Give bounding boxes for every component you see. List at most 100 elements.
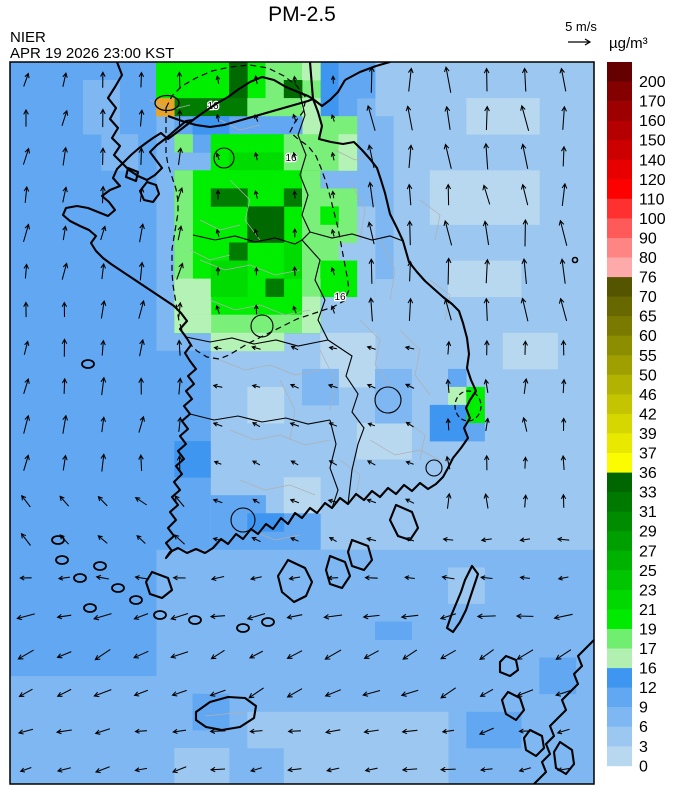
wind-arrow <box>405 537 415 542</box>
wind-arrow <box>484 417 490 431</box>
colorbar-segment <box>607 687 632 708</box>
field-cell <box>466 423 485 442</box>
island <box>571 256 579 264</box>
wind-arrow <box>366 345 376 351</box>
wind-arrow <box>95 574 109 581</box>
wind-arrow <box>330 113 336 122</box>
wind-arrow <box>100 71 106 88</box>
wind-arrow <box>209 728 226 734</box>
colorbar-segment <box>607 413 632 434</box>
wind-arrow <box>484 339 490 356</box>
wind-arrow <box>362 689 381 697</box>
colorbar-segment <box>607 277 632 297</box>
wind-arrow <box>100 185 106 204</box>
wind-arrow <box>407 260 414 282</box>
coastline <box>106 62 194 182</box>
wind-arrow <box>362 613 380 620</box>
wind-arrow <box>522 377 529 394</box>
county-border-line <box>404 419 426 461</box>
colorbar-tick-label: 90 <box>639 231 657 248</box>
wind-arrow <box>139 338 145 357</box>
wind-arrow <box>100 147 106 165</box>
wind-arrow <box>61 262 69 280</box>
wind-arrow <box>407 144 414 168</box>
wind-arrow <box>519 537 531 543</box>
wind-arrow <box>176 109 183 127</box>
pm-field <box>10 62 594 784</box>
wind-arrow <box>136 534 146 544</box>
wind-arrow <box>407 67 414 92</box>
wind-arrow <box>254 113 259 122</box>
wind-arrow <box>100 376 107 396</box>
wind-arrow <box>445 378 451 393</box>
wind-arrow <box>476 613 496 620</box>
wind-arrow <box>402 649 418 660</box>
wind-arrow <box>330 190 336 199</box>
wind-arrow <box>560 145 567 167</box>
wind-arrow <box>253 189 259 199</box>
wind-arrow <box>366 460 376 466</box>
wind-arrow <box>138 377 144 395</box>
wind-arrow <box>288 575 301 581</box>
wind-arrow <box>442 537 454 542</box>
wind-arrow <box>521 257 528 284</box>
field-cell <box>192 693 230 731</box>
colorbar-tick-label: 29 <box>639 524 657 541</box>
field-cell <box>229 242 248 261</box>
wind-arrow <box>210 649 225 660</box>
field-cell <box>229 62 248 99</box>
province-border-line <box>329 419 339 509</box>
wind-arrow <box>287 728 301 734</box>
field-cell <box>101 134 139 171</box>
wind-arrow <box>558 219 568 246</box>
wind-arrow <box>212 383 223 389</box>
wind-arrow <box>364 767 378 773</box>
wind-arrow <box>483 142 490 170</box>
county-border-line <box>429 279 451 321</box>
wind-arrow <box>520 183 529 206</box>
wind-scale-label: 5 m/s <box>565 19 597 34</box>
colorbar-segment <box>607 453 632 473</box>
wind-arrow <box>170 651 189 659</box>
city-border <box>213 147 235 169</box>
province-border-line <box>185 336 329 347</box>
wind-arrow <box>363 650 379 659</box>
colorbar-segment <box>607 198 632 219</box>
colorbar-segment <box>607 374 632 395</box>
wind-arrow <box>439 766 456 773</box>
wind-arrow <box>289 383 299 389</box>
wind-arrow <box>323 614 343 620</box>
wind-arrow <box>215 152 221 160</box>
unit-label: µg/m³ <box>609 35 648 52</box>
colorbar-segment <box>607 218 632 239</box>
colorbar-segment <box>607 140 632 161</box>
wind-arrow <box>246 613 266 621</box>
wind-arrow <box>138 109 145 127</box>
wind-scale-arrow <box>568 38 592 46</box>
field-cell <box>247 386 285 424</box>
wind-arrow <box>366 536 377 542</box>
field-cell <box>356 423 412 460</box>
wind-arrow <box>292 151 297 161</box>
wind-arrow <box>177 301 183 317</box>
island <box>93 561 107 571</box>
wind-arrow <box>133 613 149 620</box>
city-border <box>230 507 256 533</box>
wind-arrow <box>56 613 72 620</box>
wind-arrow <box>330 305 336 314</box>
wind-arrow <box>440 649 456 660</box>
colorbar-tick-label: 50 <box>639 367 657 384</box>
city-border <box>250 314 274 338</box>
wind-arrow <box>290 460 299 466</box>
wind-arrow <box>139 223 145 243</box>
wind-arrow <box>173 534 185 545</box>
county-borders <box>149 99 451 717</box>
wind-arrow <box>480 537 492 543</box>
wind-arrow <box>23 185 30 203</box>
wind-arrow <box>521 67 528 92</box>
field-cell <box>302 368 339 406</box>
coastline <box>124 166 140 183</box>
wind-arrow <box>100 225 107 241</box>
colorbar: 2001701601501401201101009080767065605550… <box>607 62 666 775</box>
